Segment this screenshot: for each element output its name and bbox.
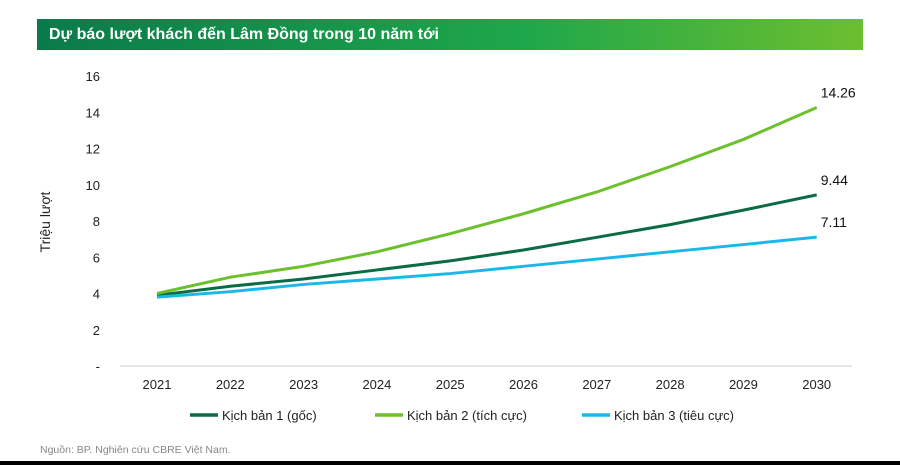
end-data-label: 7.11	[821, 214, 847, 230]
source-note: Nguồn: BP. Nghiên cứu CBRE Việt Nam.	[40, 444, 231, 456]
y-tick-label: 10	[86, 178, 100, 193]
x-tick-label: 2030	[802, 377, 831, 392]
y-tick-label: 14	[86, 105, 100, 120]
x-tick-label: 2022	[216, 377, 245, 392]
x-tick-label: 2027	[582, 377, 611, 392]
x-tick-label: 2025	[436, 377, 465, 392]
y-axis-label: Triệu lượt	[37, 191, 53, 252]
legend-label: Kịch bản 3 (tiêu cực)	[614, 408, 734, 423]
x-tick-label: 2029	[729, 377, 758, 392]
series-line-3	[156, 235, 817, 299]
legend-label: Kịch bản 1 (gốc)	[222, 408, 317, 423]
y-tick-label: 16	[86, 69, 100, 84]
series-line-1	[156, 193, 818, 297]
y-tick-label: 4	[93, 287, 100, 302]
x-tick-label: 2023	[289, 377, 318, 392]
chart-title: Dự báo lượt khách đến Lâm Đồng trong 10 …	[37, 19, 863, 50]
series-line-2	[156, 106, 818, 295]
end-data-label: 9.44	[821, 172, 848, 188]
y-tick-label: -	[96, 359, 100, 374]
x-tick-label: 2021	[143, 377, 172, 392]
y-tick-label: 12	[86, 142, 100, 157]
x-tick-label: 2028	[656, 377, 685, 392]
x-tick-label: 2024	[362, 377, 391, 392]
x-tick-label: 2026	[509, 377, 538, 392]
y-tick-label: 6	[93, 250, 100, 265]
y-tick-label: 2	[93, 323, 100, 338]
y-tick-label: 8	[93, 214, 100, 229]
legend-label: Kịch bản 2 (tích cực)	[407, 408, 527, 423]
end-data-label: 14.26	[821, 85, 856, 101]
bottom-bar	[0, 461, 900, 465]
